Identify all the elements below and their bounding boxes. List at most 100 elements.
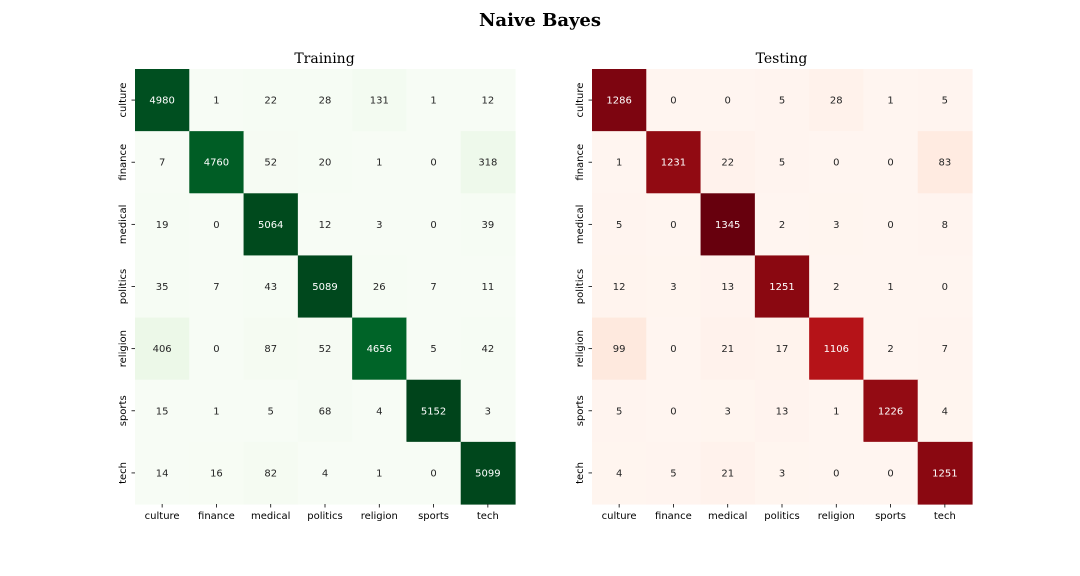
testing-cell	[863, 69, 919, 132]
training-cell-value: 4	[322, 468, 328, 479]
testing-cell	[917, 69, 973, 132]
training-cell-value: 42	[481, 344, 494, 355]
testing-y-tick-label: finance	[575, 144, 586, 181]
training-cell-value: 131	[370, 96, 389, 107]
training-cell-value: 5	[430, 344, 436, 355]
training-cell-value: 406	[153, 344, 172, 355]
training-cell	[352, 379, 408, 443]
testing-cell	[754, 379, 810, 443]
testing-cell	[917, 379, 973, 443]
testing-cell-value: 99	[613, 344, 626, 355]
testing-cell	[754, 193, 810, 257]
testing-cell-value: 0	[833, 468, 839, 479]
training-y-tick-label: sports	[118, 395, 129, 426]
training-cell	[460, 317, 516, 381]
testing-cell	[646, 131, 702, 194]
training-cell-value: 12	[481, 96, 494, 107]
training-cell	[189, 255, 245, 319]
training-y-tick-label: religion	[118, 330, 129, 367]
training-x-tick-label: politics	[307, 511, 342, 522]
testing-cell-value: 13	[776, 406, 789, 417]
testing-cell-value: 0	[670, 344, 676, 355]
training-x-tick-label: sports	[418, 511, 449, 522]
testing-cell-value: 1251	[769, 282, 794, 293]
testing-cell-value: 17	[776, 344, 789, 355]
testing-cell	[592, 193, 647, 257]
testing-y-tick-label: religion	[575, 330, 586, 367]
training-cell	[297, 131, 353, 194]
testing-cell-value: 21	[721, 468, 734, 479]
training-cell	[352, 317, 408, 381]
testing-cell-value: 0	[942, 282, 948, 293]
training-cell-value: 5099	[475, 468, 500, 479]
testing-cell-value: 21	[721, 344, 734, 355]
testing-cell	[646, 379, 702, 443]
training-cell	[297, 255, 353, 319]
training-cell-value: 4656	[367, 344, 392, 355]
testing-cell-value: 0	[887, 468, 893, 479]
training-cell-value: 5152	[421, 406, 446, 417]
testing-cell-value: 4	[616, 468, 622, 479]
training-cell-value: 1	[430, 96, 436, 107]
testing-x-tick-label: finance	[655, 511, 692, 522]
testing-cell-value: 0	[887, 158, 893, 169]
training-cell-value: 3	[376, 220, 382, 231]
training-cell	[460, 193, 516, 257]
testing-cell-value: 0	[725, 96, 731, 107]
testing-cell	[592, 379, 647, 443]
training-cell-value: 1	[376, 468, 382, 479]
testing-cell-value: 1226	[878, 406, 903, 417]
testing-cell-value: 8	[942, 220, 948, 231]
training-y-tick-label: medical	[118, 205, 129, 244]
training-cell	[406, 317, 462, 381]
training-cell	[297, 441, 353, 505]
training-y-tick-label: finance	[118, 144, 129, 181]
testing-title: Testing	[756, 51, 808, 67]
training-cell	[135, 193, 190, 257]
training-cell	[297, 193, 353, 257]
testing-cell-value: 22	[721, 158, 734, 169]
testing-cell-value: 5	[670, 468, 676, 479]
training-cell-value: 87	[264, 344, 277, 355]
training-x-tick-label: finance	[198, 511, 235, 522]
training-cell-value: 43	[264, 282, 277, 293]
training-cell	[406, 69, 462, 132]
training-cell	[406, 131, 462, 194]
training-cell	[406, 379, 462, 443]
training-x-tick-label: culture	[145, 511, 180, 522]
testing-cell	[700, 441, 756, 505]
testing-cell	[646, 193, 702, 257]
testing-cell	[700, 193, 756, 257]
training-cell-value: 1	[376, 158, 382, 169]
testing-cell	[917, 131, 973, 194]
training-cell-value: 52	[264, 158, 277, 169]
training-cell	[135, 317, 190, 381]
training-cell	[460, 255, 516, 319]
testing-cell	[809, 69, 865, 132]
training-cell	[189, 379, 245, 443]
training-cell-value: 5	[268, 406, 274, 417]
testing-cell	[809, 379, 865, 443]
testing-cell	[646, 255, 702, 319]
testing-cell-value: 1231	[661, 158, 686, 169]
testing-cell-value: 5	[942, 96, 948, 107]
training-cell-value: 0	[213, 220, 219, 231]
testing-cell-value: 7	[942, 344, 948, 355]
testing-cell-value: 5	[616, 406, 622, 417]
training-x-tick-label: tech	[477, 511, 499, 522]
training-cell-value: 4	[376, 406, 382, 417]
training-cell	[297, 379, 353, 443]
testing-y-tick-label: politics	[575, 269, 586, 304]
testing-cell-value: 1286	[606, 96, 631, 107]
training-cell	[460, 69, 516, 132]
training-cell	[189, 131, 245, 194]
testing-x-tick-label: sports	[875, 511, 906, 522]
training-cell-value: 11	[481, 282, 494, 293]
testing-cell	[809, 441, 865, 505]
training-cell-value: 15	[156, 406, 169, 417]
testing-cell-value: 5	[779, 158, 785, 169]
testing-cell	[646, 69, 702, 132]
testing-cell	[700, 69, 756, 132]
training-cell-value: 4980	[149, 96, 174, 107]
testing-cell	[809, 193, 865, 257]
